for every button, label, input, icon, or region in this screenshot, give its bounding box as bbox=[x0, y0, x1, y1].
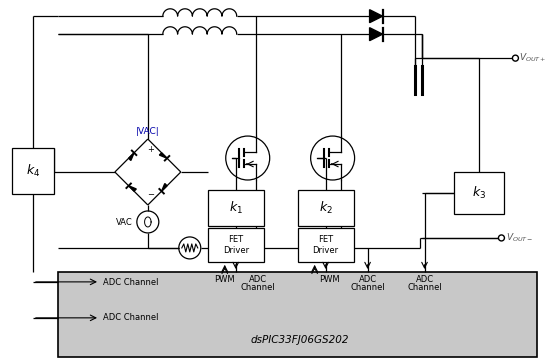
Text: Channel: Channel bbox=[241, 284, 275, 292]
Text: VAC: VAC bbox=[116, 219, 133, 228]
Polygon shape bbox=[369, 28, 383, 41]
Text: dsPIC33FJ06GS202: dsPIC33FJ06GS202 bbox=[251, 335, 349, 345]
Bar bbox=[455, 172, 504, 214]
Text: −: − bbox=[147, 191, 154, 200]
Bar bbox=[208, 190, 264, 226]
Text: $V_{OUT-}$: $V_{OUT-}$ bbox=[507, 232, 534, 244]
Text: ADC: ADC bbox=[358, 276, 377, 284]
Bar bbox=[298, 190, 353, 226]
Text: +: + bbox=[148, 144, 154, 154]
Text: ADC: ADC bbox=[415, 276, 434, 284]
Polygon shape bbox=[159, 153, 167, 158]
Text: Channel: Channel bbox=[407, 284, 442, 292]
Bar bbox=[208, 228, 264, 262]
Polygon shape bbox=[161, 184, 167, 191]
Text: $k_4$: $k_4$ bbox=[26, 163, 40, 179]
Text: $k_1$: $k_1$ bbox=[229, 200, 243, 216]
Polygon shape bbox=[129, 153, 134, 160]
Text: FET
Driver: FET Driver bbox=[312, 235, 338, 254]
Text: ADC Channel: ADC Channel bbox=[103, 278, 158, 287]
Text: ADC: ADC bbox=[249, 276, 267, 284]
Polygon shape bbox=[129, 186, 136, 191]
Text: PWM: PWM bbox=[215, 276, 235, 284]
Text: PWM: PWM bbox=[319, 276, 340, 284]
Text: $k_2$: $k_2$ bbox=[319, 200, 332, 216]
Polygon shape bbox=[369, 10, 383, 23]
Bar bbox=[298, 228, 353, 262]
Text: Channel: Channel bbox=[350, 284, 385, 292]
Text: $k_3$: $k_3$ bbox=[472, 185, 487, 201]
Text: $V_{OUT+}$: $V_{OUT+}$ bbox=[519, 52, 547, 64]
Circle shape bbox=[498, 235, 504, 241]
Text: |VAC|: |VAC| bbox=[136, 127, 160, 135]
Bar bbox=[12, 148, 54, 194]
Bar bbox=[58, 272, 538, 357]
Text: ADC Channel: ADC Channel bbox=[103, 313, 158, 322]
Circle shape bbox=[513, 55, 518, 61]
Text: FET
Driver: FET Driver bbox=[223, 235, 249, 254]
